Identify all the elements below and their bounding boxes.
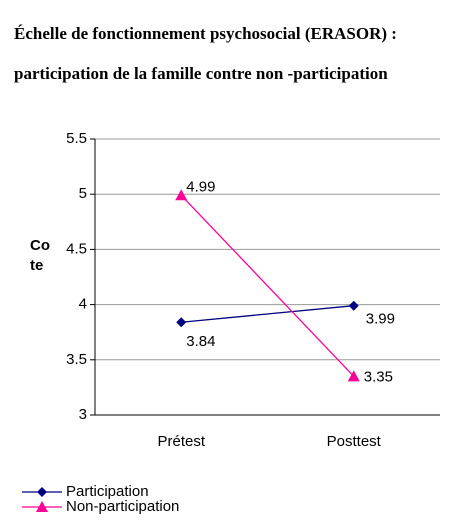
y-tick-label: 5.5 bbox=[66, 130, 87, 147]
chart-title: participation de la famille contre non -… bbox=[14, 64, 388, 83]
chart-title: Échelle de fonctionnement psychosocial (… bbox=[14, 24, 397, 43]
data-label: 4.99 bbox=[186, 178, 215, 195]
point bbox=[348, 300, 359, 311]
data-label: 3.84 bbox=[186, 333, 215, 350]
legend-marker bbox=[37, 487, 47, 497]
y-axis-label: Cote bbox=[30, 237, 50, 274]
series-line bbox=[180, 194, 355, 377]
y-tick-label: 3.5 bbox=[66, 351, 87, 368]
x-tick-label: Prétest bbox=[157, 433, 205, 450]
y-tick-label: 4 bbox=[79, 296, 87, 313]
data-label: 3.35 bbox=[364, 368, 393, 385]
y-tick-label: 4.5 bbox=[66, 240, 87, 257]
y-tick-label: 3 bbox=[79, 406, 87, 423]
series-line bbox=[181, 305, 354, 323]
y-tick-label: 5 bbox=[79, 185, 87, 202]
point bbox=[347, 370, 360, 382]
legend-label: Participation bbox=[66, 483, 149, 500]
legend-marker bbox=[36, 501, 48, 512]
x-tick-label: Posttest bbox=[327, 433, 382, 450]
legend-label: Non-participation bbox=[66, 498, 179, 515]
point bbox=[175, 189, 188, 201]
point bbox=[176, 317, 187, 328]
data-label: 3.99 bbox=[366, 311, 395, 328]
